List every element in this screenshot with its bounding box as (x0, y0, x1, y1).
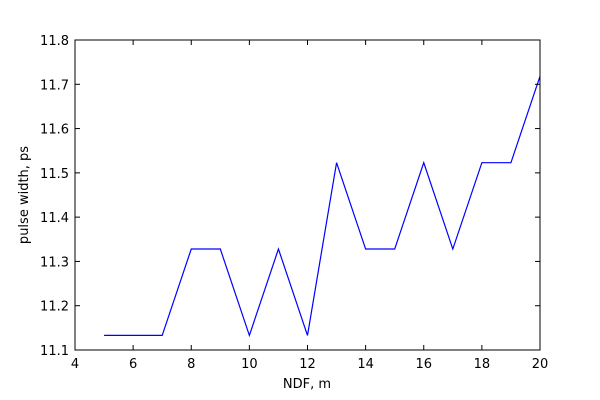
x-tick-label: 16 (415, 357, 432, 372)
x-axis-label: NDF, m (283, 377, 331, 392)
y-tick-label: 11.1 (40, 344, 69, 359)
y-tick-label: 11.8 (40, 34, 69, 49)
x-tick-label: 10 (241, 357, 258, 372)
y-axis-label: pulse width, ps (17, 146, 32, 244)
x-tick-label: 12 (299, 357, 316, 372)
series-line-0 (104, 76, 541, 338)
y-tick-label: 11.7 (40, 78, 69, 93)
x-tick-label: 4 (71, 357, 79, 372)
x-tick-label: 8 (187, 357, 195, 372)
x-tick-label: 18 (474, 357, 491, 372)
y-tick-label: 11.6 (40, 123, 69, 138)
y-tick-label: 11.5 (40, 167, 69, 182)
x-tick-label: 6 (129, 357, 137, 372)
plot-frame (74, 39, 541, 351)
x-tick-label: 14 (357, 357, 374, 372)
y-tick-label: 11.3 (40, 255, 69, 270)
y-tick-label: 11.2 (40, 300, 69, 315)
y-tick-label: 11.4 (40, 211, 69, 226)
x-tick-label: 20 (532, 357, 549, 372)
